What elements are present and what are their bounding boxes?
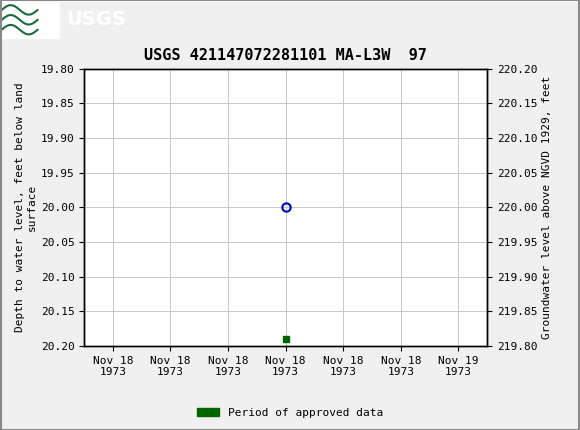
FancyBboxPatch shape bbox=[1, 2, 59, 37]
Legend: Period of approved data: Period of approved data bbox=[193, 403, 387, 422]
Text: USGS: USGS bbox=[67, 10, 126, 29]
Title: USGS 421147072281101 MA-L3W  97: USGS 421147072281101 MA-L3W 97 bbox=[144, 49, 427, 64]
Y-axis label: Groundwater level above NGVD 1929, feet: Groundwater level above NGVD 1929, feet bbox=[542, 76, 552, 339]
Y-axis label: Depth to water level, feet below land
surface: Depth to water level, feet below land su… bbox=[15, 83, 37, 332]
